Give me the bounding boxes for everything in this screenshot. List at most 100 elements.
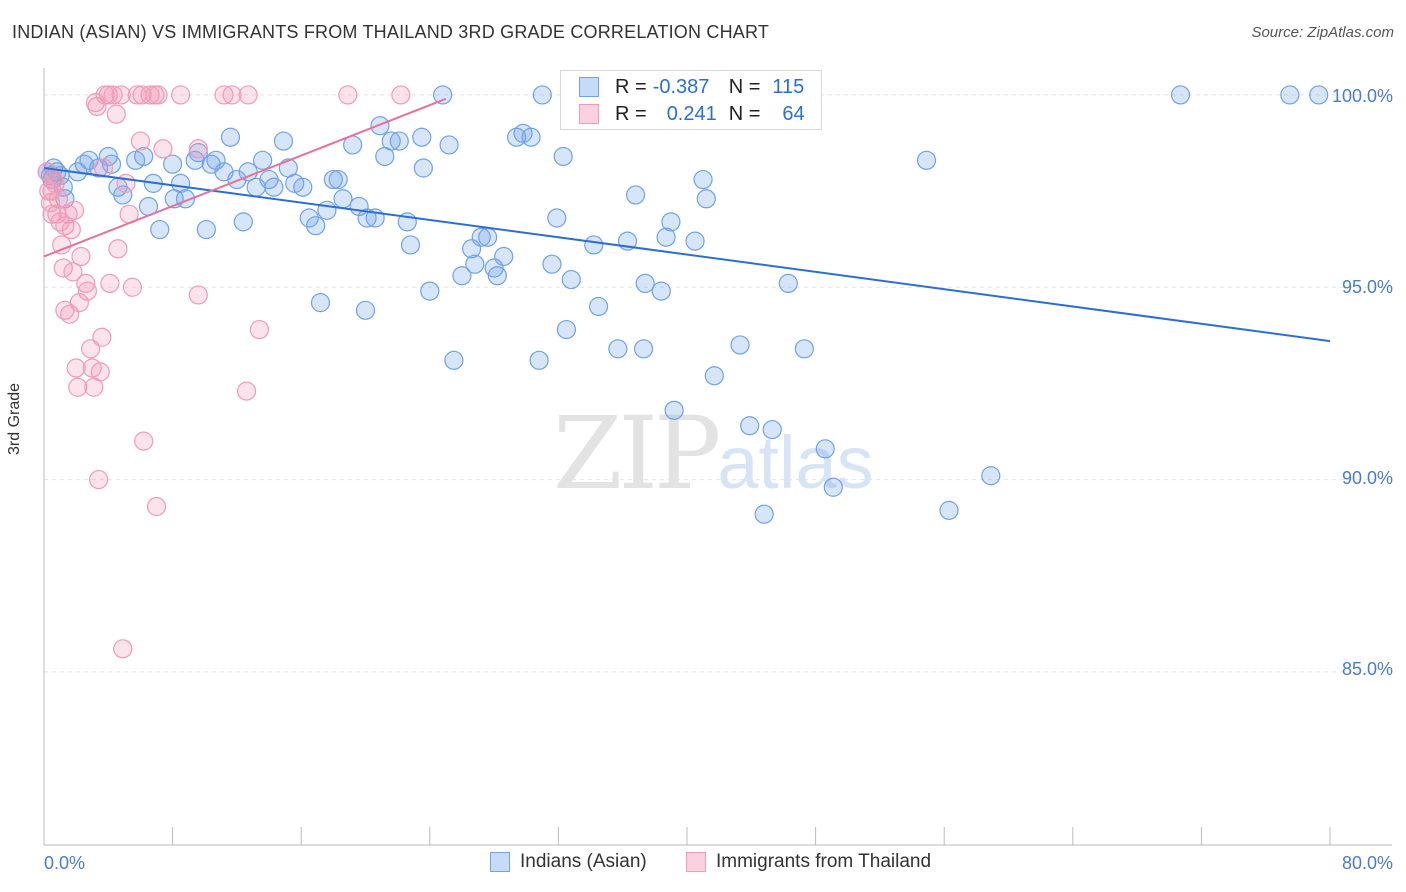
legend-n-label: N = [728,102,761,125]
data-point-indians [608,339,628,359]
data-point-indians [588,296,609,317]
data-point-indians [696,189,716,209]
data-point-indians [400,235,421,255]
data-point-indians [532,85,552,105]
data-point-indians [220,127,241,147]
legend-r-label: R = [615,102,647,125]
legend-r-label: R = [615,75,647,98]
data-point-indians [478,227,498,247]
data-point-indians [823,477,843,497]
data-point-indians [556,319,577,340]
legend-n-value: 64 [782,102,805,125]
data-point-thailand [146,496,167,517]
data-point-indians [1309,85,1329,105]
data-point-thailand [113,639,133,659]
data-point-indians [381,131,401,151]
data-point-indians [778,273,798,294]
data-point-thailand [153,139,173,159]
data-point-indians [916,150,937,170]
y-tick-label-95: 95.0% [1341,277,1393,297]
y-axis-label: 3rd Grade [6,382,23,455]
data-point-indians [98,146,118,167]
bottom-legend-thailand: Immigrants from Thailand [686,851,931,873]
bottom-legend-label-thailand: Immigrants from Thailand [716,851,932,872]
legend-r-value: -0.387 [652,75,710,98]
data-point-indians [685,231,705,251]
data-point-indians [487,266,507,286]
data-point-indians [693,169,713,190]
data-point-thailand [188,285,208,305]
data-point-indians [815,439,835,459]
data-point-indians [444,350,464,370]
data-point-thailand [68,377,88,397]
data-point-thailand [45,173,65,193]
bottom-legend-swatch-thailand [686,852,706,872]
bottom-legend-indians: Indians (Asian) [490,851,647,873]
data-point-indians [730,335,750,355]
data-point-thailand [63,262,83,282]
data-point-indians [389,131,409,151]
legend-row-thailand: R = 0.241 N = 64 [579,102,805,126]
data-point-thailand [108,239,128,259]
data-point-indians [185,150,205,170]
data-point-thailand [134,431,154,451]
data-point-indians [412,127,432,147]
data-point-thailand [214,85,234,105]
data-point-indians [553,146,573,167]
data-point-indians [333,189,353,209]
data-point-thailand [64,200,85,220]
data-point-indians [452,266,472,286]
legend-swatch-indians [579,77,599,97]
data-point-thailand [116,173,136,193]
x-tick-label-max: 80.0% [1341,853,1393,873]
data-point-indians [656,227,676,247]
data-point-thailand [53,258,73,278]
data-point-thailand [89,469,109,490]
zipatlas-watermark: ZIPatlas [553,395,874,512]
watermark-zip: ZIP [553,395,721,512]
data-point-indians [233,212,253,232]
data-point-indians [273,131,294,151]
data-point-indians [433,85,453,105]
data-point-indians [584,235,604,255]
legend-n-label: N = [728,75,761,98]
data-point-indians [253,150,273,170]
data-point-indians [1170,85,1191,105]
data-point-indians [521,127,541,147]
legend-n-value: 115 [772,75,805,98]
data-point-indians [328,169,348,190]
data-point-thailand [61,219,81,240]
data-point-thailand [100,273,120,294]
bottom-legend-label-indians: Indians (Asian) [520,851,647,872]
data-point-thailand [222,85,242,105]
data-point-thailand [188,139,208,159]
data-point-thailand [103,85,123,105]
legend-r-value: 0.241 [666,102,717,125]
source-label: Source: ZipAtlas.com [1251,24,1394,41]
data-point-thailand [338,85,358,105]
watermark-atlas: atlas [717,421,874,504]
data-point-thailand [42,181,62,201]
y-tick-label-90: 90.0% [1341,468,1393,488]
data-point-indians [1280,85,1300,105]
data-point-indians [163,154,183,174]
data-point-thailand [77,281,98,301]
data-point-thailand [249,319,270,340]
data-point-indians [227,169,247,190]
data-point-indians [664,400,684,420]
data-point-indians [561,269,581,290]
data-point-indians [661,212,681,232]
data-point-indians [439,135,459,155]
data-point-indians [651,281,671,301]
data-point-thailand [140,85,160,105]
data-point-indians [264,177,284,197]
data-point-indians [113,185,133,205]
data-point-thailand [81,339,101,359]
y-tick-label-100: 100.0% [1331,86,1393,106]
data-point-indians [633,339,654,359]
data-point-indians [306,216,326,236]
data-point-indians [413,158,433,178]
data-point-thailand [391,85,411,105]
data-point-indians [794,339,814,359]
data-point-thailand [122,277,143,297]
